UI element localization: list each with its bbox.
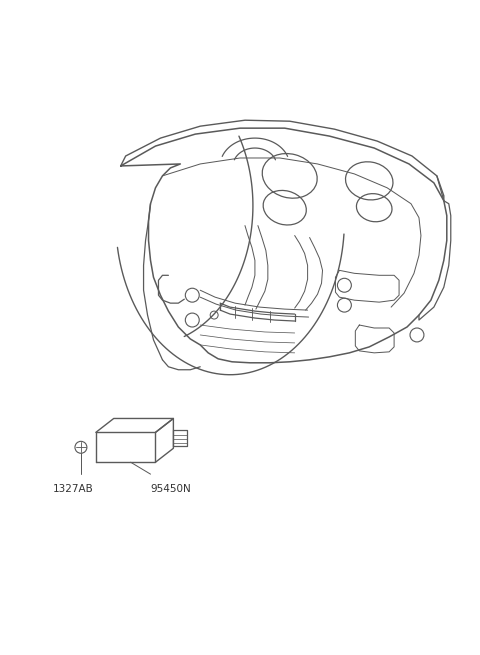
Text: 1327AB: 1327AB (53, 484, 94, 494)
Text: 95450N: 95450N (151, 484, 191, 494)
